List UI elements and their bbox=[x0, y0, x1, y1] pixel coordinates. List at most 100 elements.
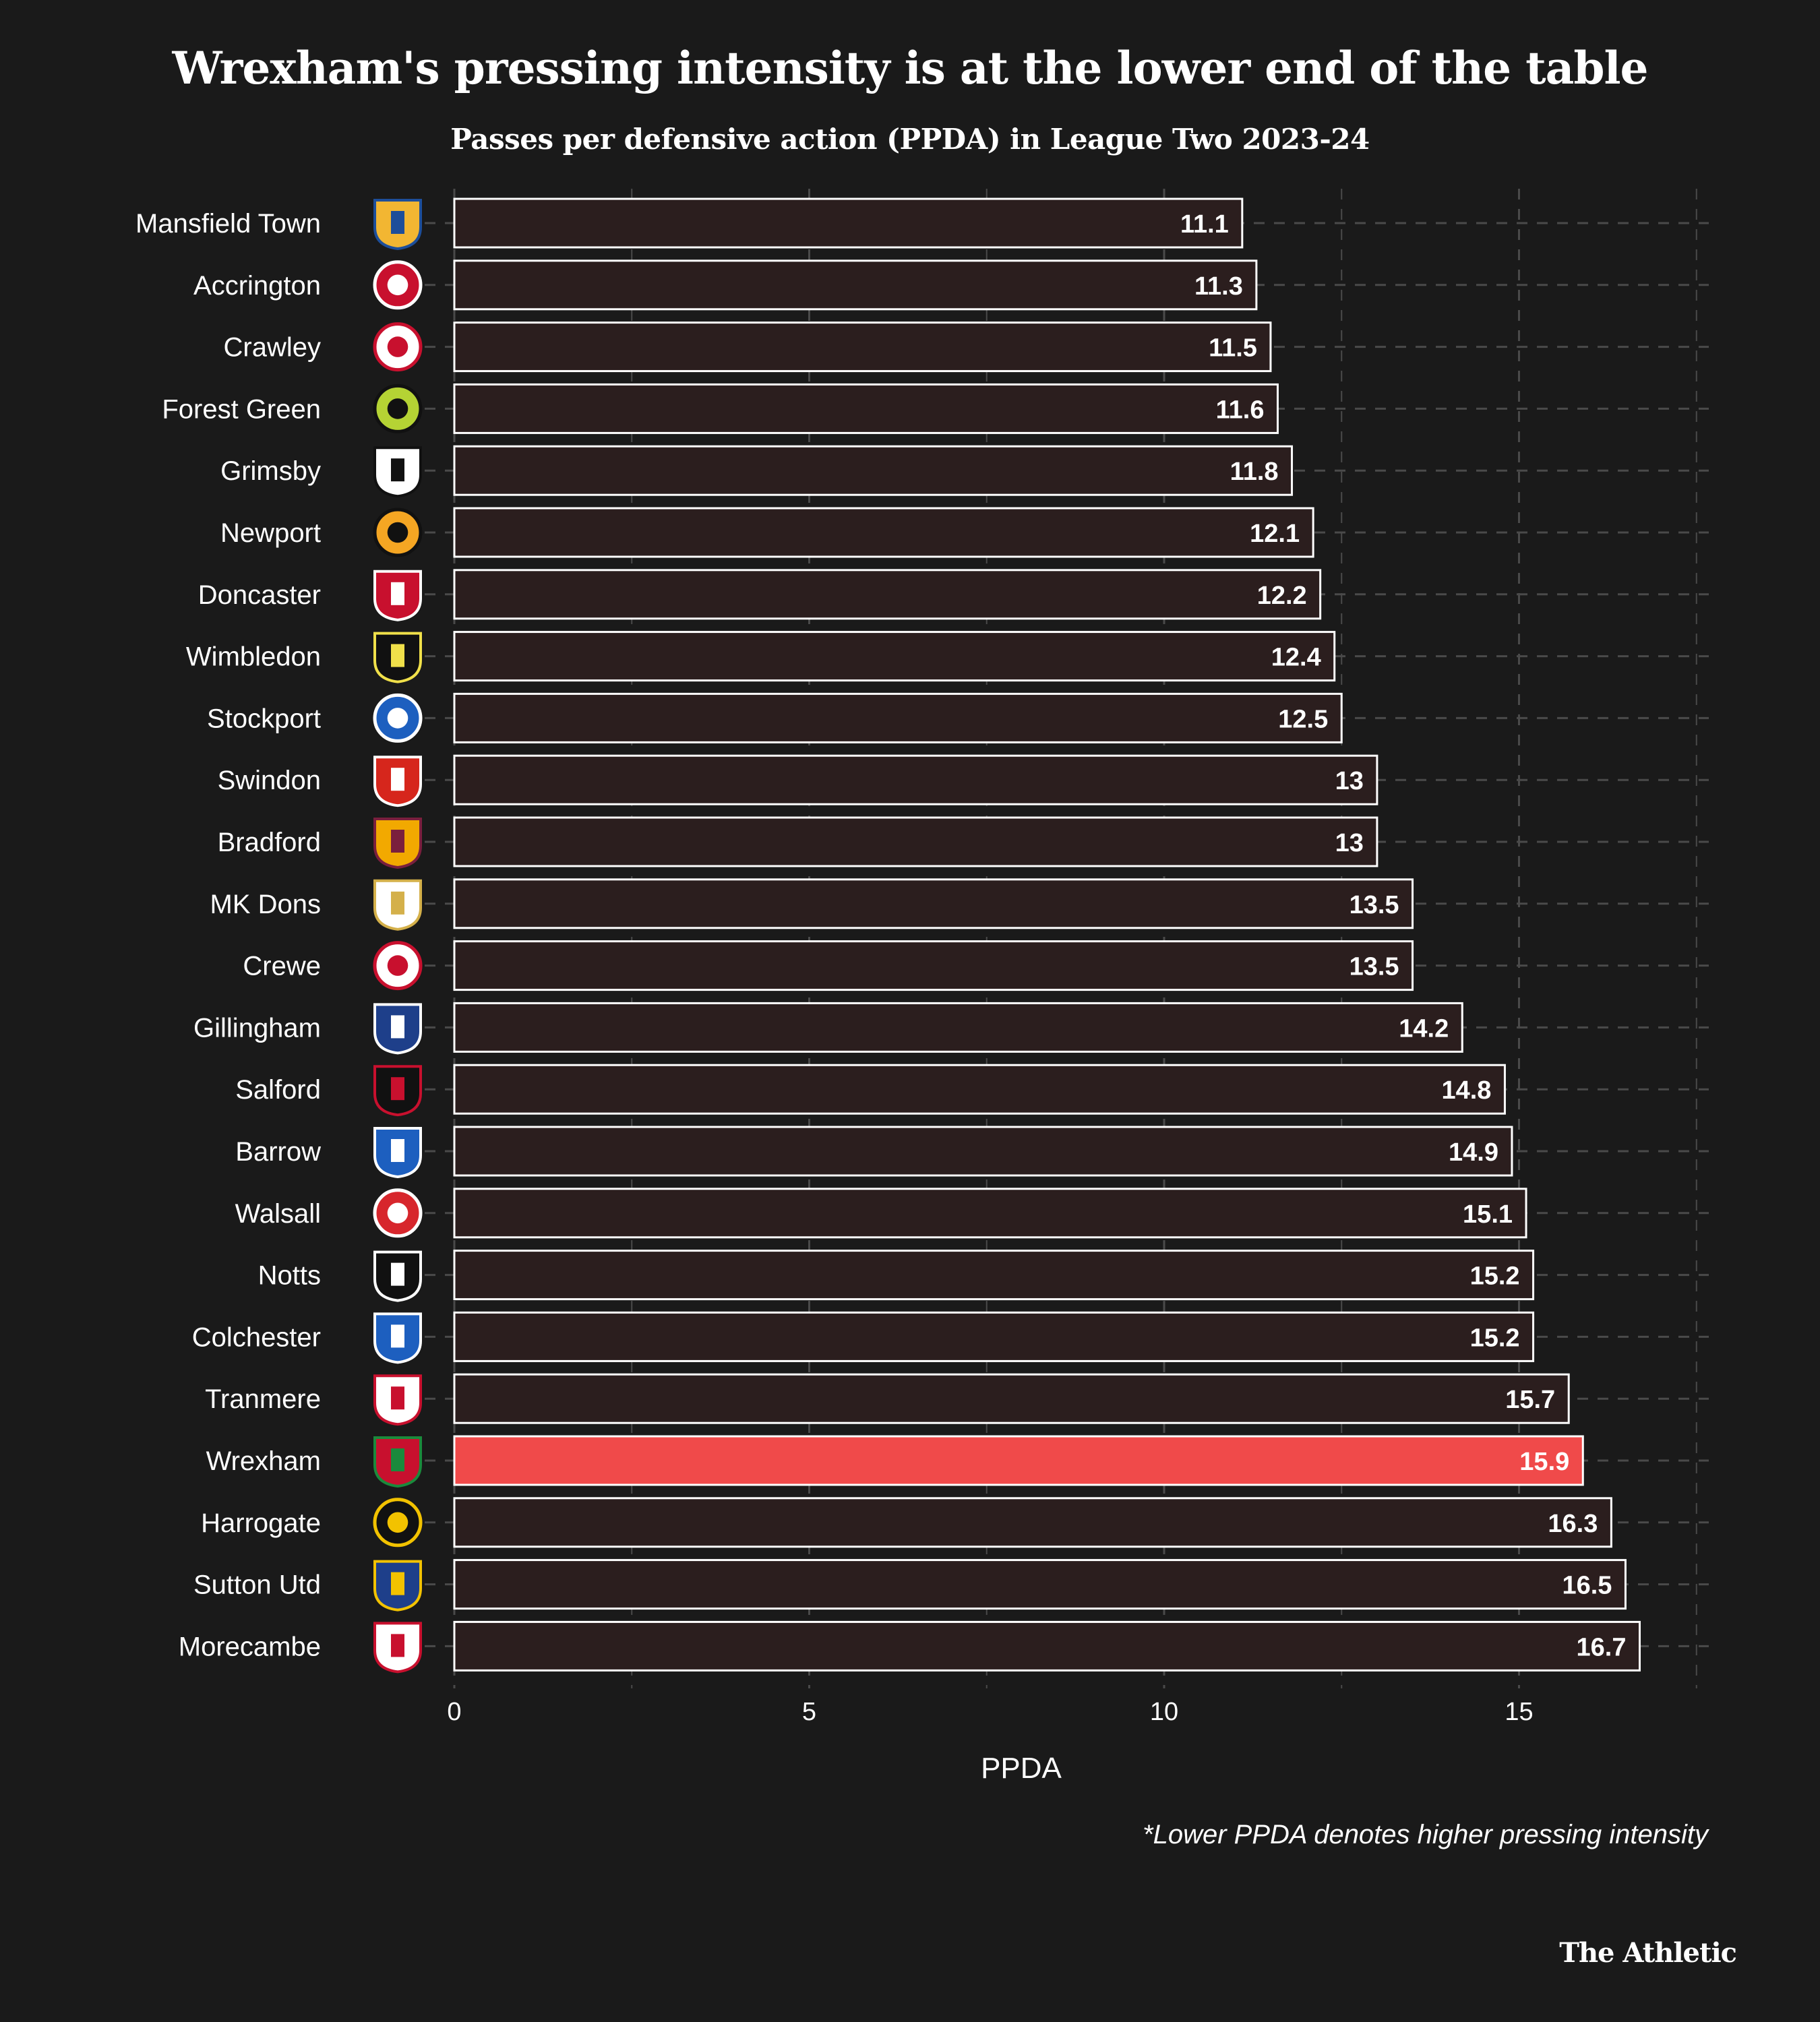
bar bbox=[453, 692, 1343, 743]
team-label: Grimsby bbox=[220, 456, 321, 486]
team-crest-icon bbox=[373, 818, 422, 869]
bar bbox=[453, 878, 1414, 929]
x-tick-label: 15 bbox=[1505, 1698, 1533, 1726]
team-crest-icon bbox=[373, 1498, 423, 1548]
x-axis: PPDA 0 5 10 15 bbox=[447, 1698, 1533, 1785]
team-badges bbox=[373, 199, 423, 1674]
bar bbox=[453, 1311, 1535, 1362]
value-label: 12.4 bbox=[1271, 644, 1321, 672]
value-label: 13 bbox=[1335, 767, 1364, 795]
team-label: Forest Green bbox=[162, 394, 321, 424]
value-label: 11.3 bbox=[1194, 272, 1243, 301]
team-label: Swindon bbox=[218, 766, 321, 795]
team-crest-icon bbox=[373, 199, 422, 251]
chart-subtitle: Passes per defensive action (PPDA) in Le… bbox=[450, 123, 1370, 156]
value-label: 15.2 bbox=[1470, 1324, 1520, 1352]
value-label: 13.5 bbox=[1349, 891, 1399, 919]
value-label: 15.1 bbox=[1463, 1200, 1513, 1229]
bar bbox=[453, 1620, 1641, 1672]
labels: 11.1 Mansfield Town 11.3 Accrington 11.5 Craw… bbox=[135, 209, 1626, 1661]
team-label: Sutton Utd bbox=[193, 1570, 321, 1600]
team-label: Gillingham bbox=[193, 1013, 321, 1043]
team-crest-icon bbox=[373, 446, 422, 498]
bar bbox=[453, 1559, 1627, 1610]
team-crest-icon bbox=[373, 941, 423, 991]
bar bbox=[453, 1250, 1535, 1301]
team-label: Barrow bbox=[235, 1137, 321, 1167]
value-label: 15.9 bbox=[1519, 1448, 1569, 1476]
bar bbox=[453, 259, 1258, 311]
team-crest-icon bbox=[373, 1436, 422, 1488]
team-crest-icon bbox=[373, 384, 423, 433]
bar bbox=[453, 383, 1279, 434]
value-label: 14.2 bbox=[1399, 1014, 1449, 1043]
team-label: Wrexham bbox=[206, 1446, 321, 1476]
team-crest-icon bbox=[373, 1250, 422, 1302]
bar bbox=[453, 940, 1414, 991]
value-label: 15.2 bbox=[1470, 1262, 1520, 1291]
bar bbox=[453, 321, 1272, 373]
team-crest-icon bbox=[373, 1374, 422, 1426]
value-label: 15.7 bbox=[1505, 1386, 1555, 1414]
bar-highlight bbox=[453, 1435, 1584, 1486]
x-tick-label: 10 bbox=[1150, 1698, 1178, 1726]
team-label: Walsall bbox=[235, 1199, 321, 1229]
bar bbox=[453, 445, 1294, 496]
x-tick-label: 5 bbox=[802, 1698, 816, 1726]
footnote: *Lower PPDA denotes higher pressing inte… bbox=[1143, 1820, 1708, 1849]
team-crest-icon bbox=[373, 322, 423, 372]
team-label: Newport bbox=[220, 518, 321, 548]
chart-title: Wrexham's pressing intensity is at the l… bbox=[172, 42, 1648, 94]
team-label: Salford bbox=[235, 1075, 321, 1105]
bar bbox=[453, 1497, 1612, 1548]
bar bbox=[453, 1064, 1506, 1115]
team-label: Morecambe bbox=[179, 1632, 321, 1661]
team-crest-icon bbox=[373, 1127, 422, 1179]
bar bbox=[453, 1002, 1463, 1053]
team-label: Bradford bbox=[218, 828, 321, 857]
team-crest-icon bbox=[373, 260, 423, 310]
team-label: Tranmere bbox=[205, 1384, 321, 1414]
bar bbox=[453, 1188, 1527, 1239]
value-label: 13 bbox=[1335, 829, 1364, 857]
team-label: Accrington bbox=[193, 271, 321, 301]
value-label: 12.2 bbox=[1257, 582, 1307, 610]
team-crest-icon bbox=[373, 693, 423, 743]
team-label: Mansfield Town bbox=[135, 209, 321, 239]
value-label: 14.9 bbox=[1449, 1138, 1498, 1167]
team-label: Colchester bbox=[192, 1322, 321, 1352]
team-crest-icon bbox=[373, 1065, 422, 1117]
team-crest-icon bbox=[373, 1622, 422, 1674]
value-label: 11.5 bbox=[1209, 334, 1257, 363]
bar bbox=[453, 197, 1244, 249]
bar bbox=[453, 816, 1378, 867]
value-label: 12.1 bbox=[1250, 520, 1300, 548]
bar bbox=[453, 754, 1378, 805]
bar bbox=[453, 507, 1314, 558]
team-label: Wimbledon bbox=[186, 642, 321, 672]
team-label: MK Dons bbox=[210, 890, 322, 919]
team-crest-icon bbox=[373, 1312, 422, 1364]
bars bbox=[453, 197, 1641, 1672]
team-crest-icon bbox=[373, 879, 422, 931]
bar-chart: 11.1 Mansfield Town 11.3 Accrington 11.5 Craw… bbox=[135, 189, 1709, 1785]
team-crest-icon bbox=[373, 508, 423, 557]
team-label: Notts bbox=[258, 1261, 321, 1291]
team-label: Harrogate bbox=[201, 1508, 321, 1538]
value-label: 16.5 bbox=[1562, 1572, 1612, 1600]
value-label: 14.8 bbox=[1441, 1076, 1491, 1105]
team-label: Doncaster bbox=[198, 580, 321, 610]
team-label: Crawley bbox=[224, 333, 321, 363]
bar bbox=[453, 631, 1336, 682]
team-crest-icon bbox=[373, 570, 422, 621]
team-label: Stockport bbox=[207, 704, 321, 733]
value-label: 13.5 bbox=[1349, 953, 1399, 981]
brand-logo: The Athletic bbox=[1559, 1937, 1737, 1969]
team-crest-icon bbox=[373, 756, 422, 807]
value-label: 16.7 bbox=[1577, 1633, 1627, 1661]
value-label: 11.6 bbox=[1216, 396, 1265, 424]
team-crest-icon bbox=[373, 1560, 422, 1612]
bar bbox=[453, 569, 1322, 620]
bar bbox=[453, 1126, 1513, 1177]
